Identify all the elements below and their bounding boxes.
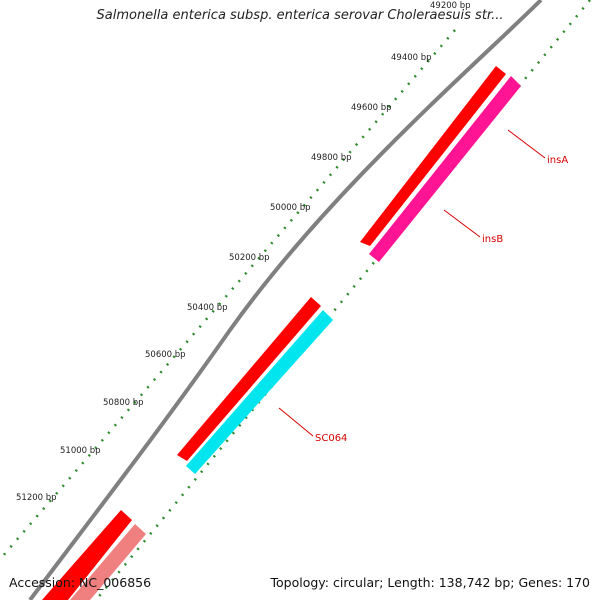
leader-sc064: [278, 407, 314, 437]
leader-insA: [507, 129, 546, 159]
leader-insB: [443, 209, 481, 238]
gene-label-insA: insA: [547, 155, 568, 166]
gene-label-sc064: SC064: [315, 433, 347, 444]
tick-label: 50600 bp: [145, 350, 186, 360]
map-title: Salmonella enterica subsp. enterica sero…: [96, 8, 504, 23]
tick-label: 49400 bp: [391, 53, 432, 63]
tick-label: 51200 bp: [16, 493, 57, 503]
plasmid-backbone: [28, 0, 543, 600]
tick-label: 49600 bp: [351, 103, 392, 113]
cds-arrow-1: [360, 66, 506, 246]
gene-block-sc064: [186, 310, 333, 474]
tick-label: 50800 bp: [103, 398, 144, 408]
gene-block-insA: [369, 76, 521, 262]
tick-label: 49200 bp: [430, 1, 471, 11]
accession-text: Accession: NC_006856: [9, 575, 152, 590]
cds-arrow-2: [177, 297, 321, 461]
tick-label: 49800 bp: [311, 153, 352, 163]
tick-label: 50200 bp: [229, 253, 270, 263]
topology-summary: Topology: circular; Length: 138,742 bp; …: [270, 575, 591, 590]
cds-arrow-3: [42, 510, 132, 600]
tick-label: 50000 bp: [270, 203, 311, 213]
tick-label: 51000 bp: [60, 446, 101, 456]
tick-label: 50400 bp: [187, 303, 228, 313]
cds-arrow-3-faded: [70, 524, 146, 600]
gene-label-insB: insB: [482, 234, 503, 245]
